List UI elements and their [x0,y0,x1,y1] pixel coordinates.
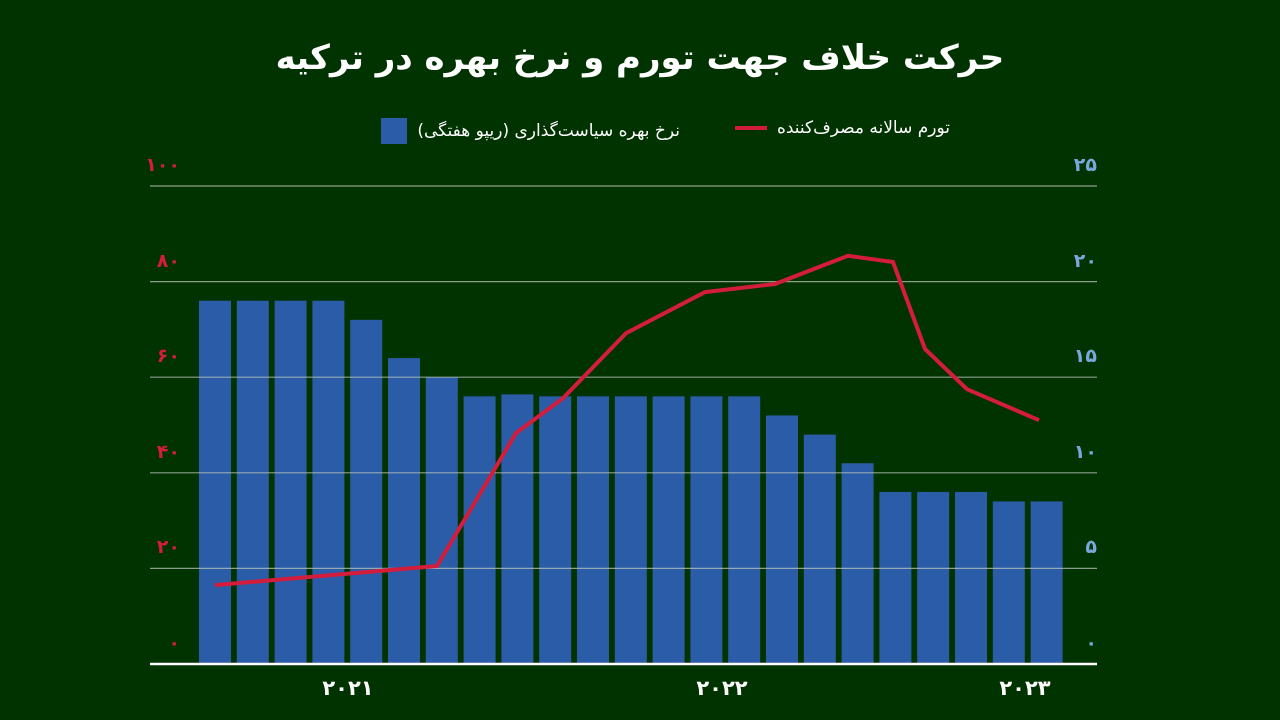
right-axis-tick: ۵ [1085,536,1097,559]
bar [766,415,798,664]
bar [463,396,496,664]
bar [652,396,685,664]
bar [577,396,609,664]
bar [236,300,269,664]
bar [274,300,307,664]
bar [955,491,987,664]
chart-title: حرکت خلاف جهت تورم و نرخ بهره در ترکیه [275,38,1005,78]
bar [501,394,534,664]
left-axis-tick: ۱۰۰ [145,154,180,176]
bar [992,501,1025,664]
bar-swatch-icon [381,118,408,144]
bar [841,463,874,664]
bar [539,396,572,664]
legend: تورم سالانه مصرف‌کننده نرخ بهره سیاست‌گذ… [0,118,1280,148]
bar [312,300,345,664]
right-axis-tick: ۲۰ [1073,249,1097,272]
bar [1030,501,1063,664]
right-axis-tick: ۲۵ [1073,154,1097,176]
right-axis-tick: ۰ [1085,632,1097,654]
bar [199,300,231,664]
bar [388,358,420,664]
left-axis-tick: ۴۰ [156,440,180,463]
bar [425,377,458,664]
x-axis-tick: ۲۰۲۲ [696,676,748,700]
legend-label-policy-rate: نرخ بهره سیاست‌گذاری (ریپو هفتگی) [417,121,680,141]
bar [690,396,723,664]
legend-item-policy-rate: نرخ بهره سیاست‌گذاری (ریپو هفتگی) [381,118,680,144]
left-axis-tick: ۶۰ [156,345,180,368]
legend-item-inflation: تورم سالانه مصرف‌کننده [734,118,950,138]
line-swatch-icon [734,126,767,130]
left-axis-tick: ۲۰ [156,536,180,559]
bar [350,319,383,664]
bar [803,434,836,664]
x-axis-tick: ۲۰۲۳ [999,676,1051,700]
left-axis-tick: ۸۰ [156,249,180,272]
left-axis-tick: ۰ [168,632,180,654]
legend-label-inflation: تورم سالانه مصرف‌کننده [776,118,950,138]
bar [728,396,761,664]
inflation-line [214,253,1040,588]
bar [614,396,647,664]
x-axis-tick: ۲۰۲۱ [322,676,374,700]
right-axis-tick: ۱۰ [1073,440,1097,463]
bar [879,491,912,664]
right-axis-tick: ۱۵ [1073,345,1097,368]
bar [917,491,950,664]
